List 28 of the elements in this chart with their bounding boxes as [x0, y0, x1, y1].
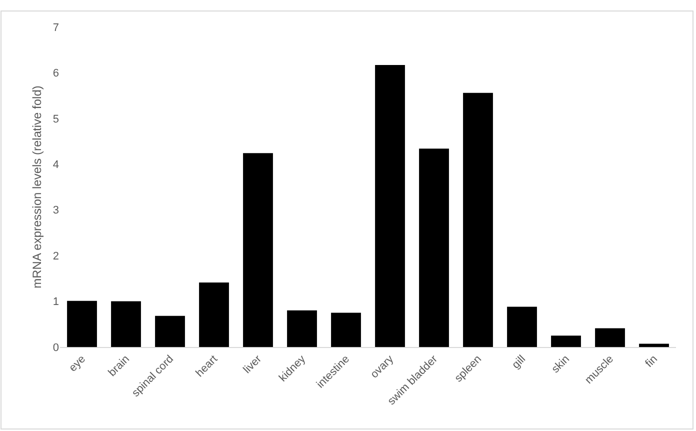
y-tick-label: 7	[52, 22, 59, 34]
bar	[595, 328, 625, 347]
y-tick-label: 5	[52, 113, 59, 126]
bar	[551, 336, 581, 347]
y-axis-title: mRNA expression levels (relative fold)	[30, 86, 44, 288]
y-tick-label: 2	[52, 250, 59, 262]
bar	[331, 312, 361, 347]
bar	[639, 344, 669, 347]
y-tick-label: 1	[52, 296, 59, 308]
y-tick-label: 3	[52, 204, 59, 217]
bar	[375, 64, 405, 347]
bar	[155, 316, 185, 347]
bar	[463, 92, 493, 347]
bar	[243, 153, 273, 347]
bar	[507, 306, 537, 347]
y-tick-label: 6	[52, 68, 59, 80]
bar	[67, 300, 97, 347]
x-tick-label: liver	[241, 352, 264, 376]
bar	[419, 148, 449, 347]
bar	[199, 282, 229, 347]
y-tick-label: 4	[52, 158, 59, 171]
x-tick-label: fin	[643, 353, 660, 370]
x-tick-label: skin	[550, 353, 572, 376]
y-tick-label: 0	[52, 342, 59, 354]
x-tick-label: gill	[510, 353, 528, 372]
x-tick-label: eye	[66, 353, 88, 374]
bar	[111, 301, 141, 347]
bar	[287, 310, 317, 347]
